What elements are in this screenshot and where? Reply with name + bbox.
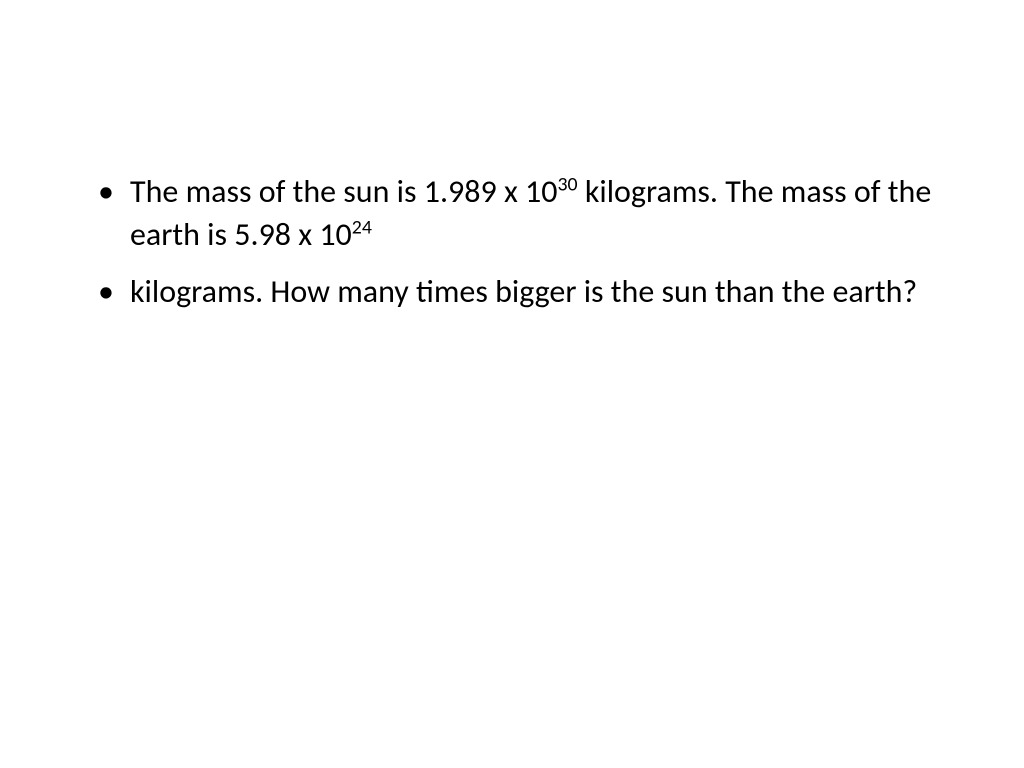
bullet-text: kilograms. How many times bigger is the … — [130, 272, 917, 311]
superscript: 24 — [352, 216, 372, 240]
bullet-text-segment: The mass of the sun is 1.989 x 10 — [130, 172, 557, 211]
superscript: 30 — [557, 172, 577, 196]
bullet-item: The mass of the sun is 1.989 x 1030 kilo… — [90, 170, 934, 256]
slide-body: The mass of the sun is 1.989 x 1030 kilo… — [0, 0, 1024, 768]
bullet-list: The mass of the sun is 1.989 x 1030 kilo… — [90, 170, 934, 314]
bullet-item: kilograms. How many times bigger is the … — [90, 270, 934, 313]
